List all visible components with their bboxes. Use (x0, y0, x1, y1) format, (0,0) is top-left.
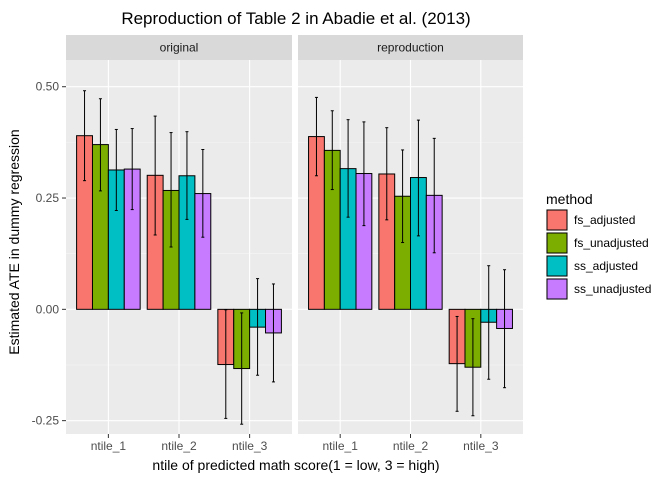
x-tick-label: ntile_1 (323, 439, 359, 453)
legend-label: fs_adjusted (574, 213, 635, 227)
errorbar-ss_adjusted-ntile_2 (416, 119, 420, 237)
legend-item-ss_unadjusted: ss_unadjusted (546, 278, 651, 300)
errorbar-ss_adjusted-ntile_1 (114, 128, 118, 211)
legend-item-fs_unadjusted: fs_unadjusted (546, 232, 649, 254)
legend-swatch (546, 255, 568, 277)
errorbar-ss_unadjusted-ntile_2 (201, 148, 205, 238)
errorbar-ss_unadjusted-ntile_3 (271, 283, 275, 383)
panel-strip (66, 35, 292, 60)
errorbar-ss_adjusted-ntile_2 (185, 131, 189, 220)
errorbar-fs_unadjusted-ntile_1 (330, 110, 334, 191)
x-axis-title: ntile of predicted math score(1 = low, 3… (152, 457, 439, 473)
legend-swatch (546, 232, 568, 254)
errorbar-fs_adjusted-ntile_3 (455, 315, 459, 412)
errorbar-ss_unadjusted-ntile_1 (362, 121, 366, 227)
x-tick-label: ntile_1 (91, 439, 127, 453)
legend-swatch (546, 209, 568, 231)
y-tick-label: 0.25 (36, 191, 60, 205)
errorbar-fs_adjusted-ntile_1 (314, 96, 318, 177)
panel-strip-label: reproduction (377, 41, 444, 55)
errorbar-ss_adjusted-ntile_3 (487, 265, 491, 380)
panel-reproduction: reproduction (298, 35, 523, 434)
panel-original: original (66, 35, 292, 434)
x-tick-label: ntile_2 (161, 439, 197, 453)
errorbar-fs_unadjusted-ntile_3 (471, 318, 475, 417)
x-tick-label: ntile_3 (232, 439, 268, 453)
errorbar-fs_unadjusted-ntile_2 (169, 132, 173, 248)
errorbar-fs_unadjusted-ntile_2 (401, 149, 405, 244)
legend-item-fs_adjusted: fs_adjusted (546, 209, 635, 231)
legend-label: fs_unadjusted (574, 236, 649, 250)
errorbar-fs_unadjusted-ntile_1 (98, 98, 102, 192)
x-tick-label: ntile_3 (463, 439, 499, 453)
legend-swatch (546, 278, 568, 300)
legend-item-ss_adjusted: ss_adjusted (546, 255, 638, 277)
x-axis: ntile_1 ntile_2 ntile_3 ntile_1 ntile_2 ntile… (91, 434, 499, 453)
y-tick-label: 0.00 (36, 302, 60, 316)
panel-strip-label: original (160, 41, 199, 55)
errorbar-fs_adjusted-ntile_2 (385, 127, 389, 221)
errorbar-fs_adjusted-ntile_2 (153, 115, 157, 236)
errorbar-ss_unadjusted-ntile_3 (503, 269, 507, 389)
panel-strip (298, 35, 523, 60)
errorbar-fs_adjusted-ntile_1 (83, 90, 87, 182)
legend-label: ss_unadjusted (574, 282, 651, 296)
panels: original reproduction (66, 35, 523, 434)
errorbar-fs_unadjusted-ntile_3 (240, 312, 244, 425)
x-tick-label: ntile_2 (393, 439, 429, 453)
y-tick-label: 0.50 (36, 80, 60, 94)
errorbar-ss_adjusted-ntile_1 (346, 119, 350, 218)
errorbar-fs_adjusted-ntile_3 (224, 309, 228, 419)
errorbar-ss_adjusted-ntile_3 (256, 278, 260, 376)
y-axis: -0.25 0.00 0.25 0.50 (32, 80, 66, 428)
errorbar-ss_unadjusted-ntile_2 (432, 137, 436, 254)
y-tick-label: -0.25 (32, 414, 60, 428)
errorbar-ss_unadjusted-ntile_1 (130, 128, 134, 211)
legend-label: ss_adjusted (574, 259, 638, 273)
legend: method fs_adjusted fs_unadjusted ss_adjust… (546, 191, 651, 300)
chart-title: Reproduction of Table 2 in Abadie et al.… (121, 9, 470, 28)
legend-title: method (546, 191, 593, 207)
y-axis-title: Estimated ATE in dummy regression (6, 129, 22, 354)
